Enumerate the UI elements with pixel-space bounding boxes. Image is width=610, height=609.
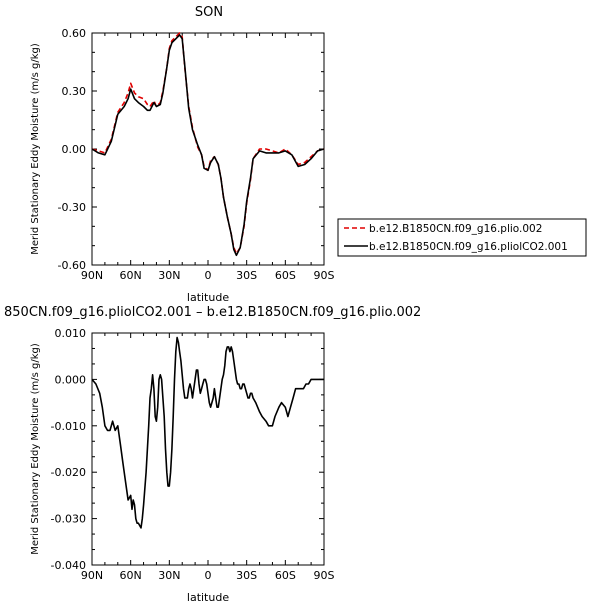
chart-title: SON	[195, 5, 223, 20]
x-tick-label: 60N	[120, 569, 142, 582]
legend-box	[337, 218, 587, 257]
y-tick-label: 0.010	[55, 327, 87, 340]
y-axis-label: Merid Stationary Eddy Moisture (m/s g/kg…	[30, 343, 41, 555]
axis-ticks: 90N 60N 30N 0 30S 60S 90S 0.010 0.000 -0.010 -0.02…	[51, 327, 335, 582]
x-tick-label: 30S	[236, 569, 257, 582]
y-tick-label: -0.60	[58, 259, 86, 272]
legend-entry-pliolco2: b.e12.B1850CN.f09_g16.pliolCO2.001	[369, 241, 568, 253]
y-tick-label: -0.010	[51, 420, 86, 433]
series-line-1	[91, 32, 325, 255]
y-tick-label: -0.020	[51, 466, 86, 479]
y-axis-label: Merid Stationary Eddy Moisture (m/s g/kg…	[30, 43, 41, 255]
x-tick-label: 90N	[81, 269, 103, 282]
x-tick-label: 90N	[81, 569, 103, 582]
series-layer	[91, 336, 324, 529]
x-tick-label: 0	[205, 569, 212, 582]
x-tick-label: 60S	[275, 269, 296, 282]
legend-entry-plio: b.e12.B1850CN.f09_g16.plio.002	[369, 223, 542, 235]
plot-frame	[91, 32, 325, 266]
y-tick-label: 0.000	[55, 373, 87, 386]
y-tick-label: -0.040	[51, 559, 86, 572]
x-tick-label: 90S	[314, 569, 335, 582]
series-line-2	[91, 34, 325, 257]
x-tick-label: 60S	[275, 569, 296, 582]
x-tick-label: 90S	[314, 269, 335, 282]
x-tick-label: 60N	[120, 269, 142, 282]
y-tick-label: -0.30	[58, 201, 86, 214]
x-tick-label: 30S	[236, 269, 257, 282]
y-tick-label: 0.60	[62, 27, 87, 40]
y-tick-label: 0.00	[62, 143, 87, 156]
difference-title: 850CN.f09_g16.pliolCO2.001 – b.e12.B1850…	[4, 305, 421, 320]
x-axis-label: latitude	[187, 291, 229, 304]
y-tick-label: -0.030	[51, 513, 86, 526]
series-line-1	[91, 336, 324, 529]
x-tick-label: 30N	[158, 269, 180, 282]
plot-frame	[91, 332, 325, 566]
x-tick-label: 0	[205, 269, 212, 282]
top-panel: SON 90N 60N 30N 0 30S 60S 90S 0.60 0.30 0.00 -0.30…	[30, 5, 587, 304]
y-tick-label: 0.30	[62, 85, 87, 98]
legend: b.e12.B1850CN.f09_g16.plio.002 b.e12.B18…	[337, 218, 587, 257]
series-layer	[91, 32, 325, 257]
bottom-panel: 850CN.f09_g16.pliolCO2.001 – b.e12.B1850…	[4, 305, 421, 604]
x-tick-label: 30N	[158, 569, 180, 582]
x-axis-label: latitude	[187, 591, 229, 604]
axis-ticks: 90N 60N 30N 0 30S 60S 90S 0.60 0.30 0.00 -0.30 -0.6…	[58, 27, 335, 282]
